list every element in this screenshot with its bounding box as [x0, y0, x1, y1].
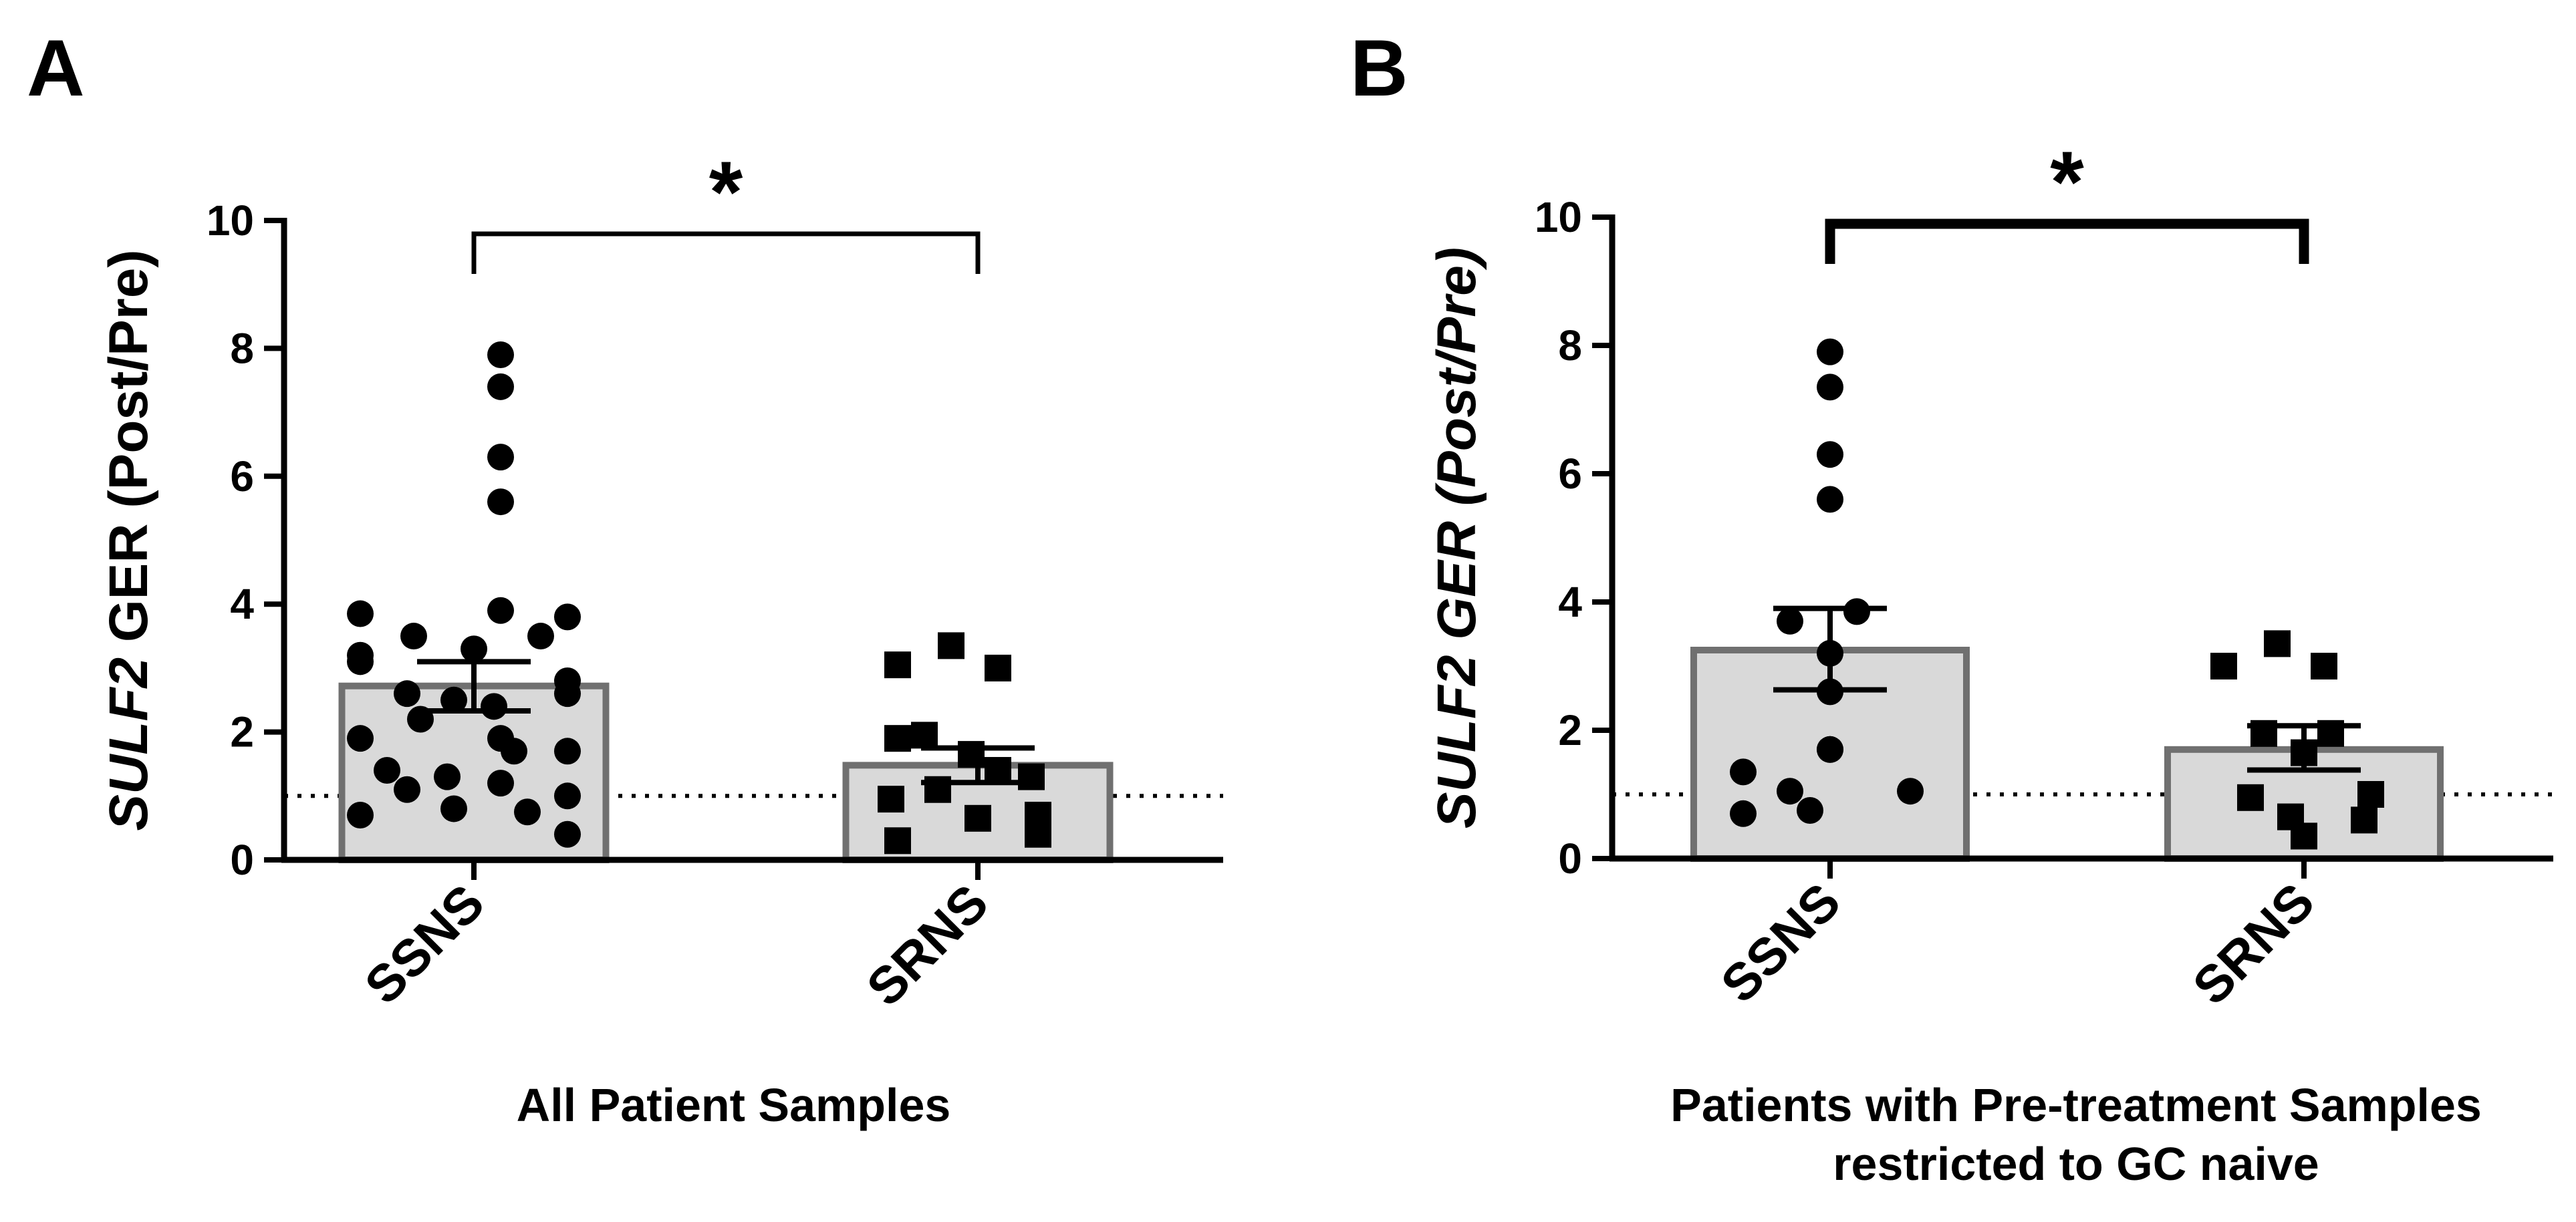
y-tick-label: 10: [1535, 193, 1582, 241]
data-point-ssns: [440, 795, 467, 822]
data-point-ssns: [554, 820, 581, 848]
y-tick-label: 2: [230, 708, 254, 756]
y-tick-label: 10: [207, 196, 254, 245]
y-axis-label-rest: GER (Post/Pre): [1426, 247, 1487, 655]
significance-bracket: [471, 231, 981, 274]
x-tick-label-srns: SRNS: [856, 873, 999, 1017]
x-tick-label-srns: SRNS: [2182, 872, 2325, 1016]
data-point-ssns: [400, 623, 427, 650]
panel-label: A: [27, 23, 85, 113]
data-point-ssns: [514, 798, 541, 826]
data-point-ssns: [434, 763, 461, 790]
x-axis-title: restricted to GC naive: [1833, 1138, 2319, 1190]
y-tick-label: 4: [230, 580, 254, 628]
data-point-srns: [2210, 653, 2237, 679]
y-tick-label: 6: [230, 452, 254, 500]
data-point-srns: [911, 722, 938, 749]
data-point-ssns: [461, 635, 487, 663]
data-point-ssns: [481, 693, 507, 720]
data-point-ssns: [487, 373, 514, 400]
data-point-srns: [2237, 784, 2264, 811]
chart-panel-A: A 0 2 4 6 8 10 SSNS SRNS SULF2 GER (Post/Pre) * All…: [27, 23, 1223, 1131]
y-axis-label: SULF2 GER (Post/Pre): [98, 249, 159, 830]
data-point-ssns: [394, 776, 420, 803]
data-point-ssns: [1843, 598, 1870, 625]
data-point-ssns: [1817, 736, 1843, 763]
y-tick-label: 6: [1558, 450, 1582, 498]
data-point-ssns: [1897, 778, 1924, 805]
y-tick-label: 8: [1558, 321, 1582, 369]
data-point-srns: [1025, 820, 1051, 848]
x-axis-title: Patients with Pre-treatment Samples: [1670, 1079, 2482, 1131]
data-point-srns: [2357, 781, 2384, 808]
significance-marker: *: [2050, 133, 2084, 231]
data-point-ssns: [487, 770, 514, 797]
data-point-srns: [2351, 806, 2377, 834]
y-tick-label: 8: [230, 324, 254, 372]
data-point-ssns: [1777, 607, 1803, 635]
data-point-srns: [2311, 653, 2337, 679]
data-point-ssns: [1817, 338, 1843, 365]
data-point-ssns: [1777, 778, 1803, 805]
data-point-srns: [2264, 630, 2291, 657]
y-tick-label: 0: [230, 836, 254, 884]
data-point-ssns: [487, 597, 514, 624]
y-tick-label: 2: [1558, 706, 1582, 754]
significance-marker: *: [709, 143, 743, 241]
data-point-ssns: [347, 802, 374, 829]
data-point-ssns: [487, 488, 514, 516]
chart-panel-B: B 0 2 4 6 8 10 SSNS SRNS SULF2 GER (Post/Pre) * Pat…: [1350, 23, 2553, 1190]
x-axis-title: All Patient Samples: [517, 1079, 951, 1131]
significance-bracket: [1825, 218, 2309, 264]
data-point-ssns: [1817, 486, 1843, 513]
data-point-ssns: [1797, 797, 1823, 824]
data-point-ssns: [394, 680, 420, 708]
data-point-ssns: [440, 686, 467, 714]
data-point-ssns: [1730, 758, 1757, 786]
data-point-srns: [884, 725, 911, 752]
data-point-srns: [884, 827, 911, 855]
y-axis-label-gene: SULF2: [1426, 655, 1487, 828]
data-point-srns: [964, 804, 991, 832]
data-point-srns: [878, 786, 904, 813]
data-point-srns: [985, 757, 1011, 784]
y-axis-label-gene: SULF2: [98, 657, 159, 831]
x-tick-label-ssns: SSNS: [1710, 872, 1851, 1014]
y-axis-label-rest: GER (Post/Pre): [98, 249, 159, 657]
data-point-ssns: [374, 757, 400, 784]
y-axis-label: SULF2 GER (Post/Pre): [1426, 247, 1487, 828]
data-point-ssns: [554, 667, 581, 695]
data-point-ssns: [501, 738, 527, 765]
data-point-srns: [938, 632, 964, 659]
data-point-ssns: [487, 444, 514, 471]
data-point-ssns: [554, 782, 581, 810]
x-tick-label-ssns: SSNS: [354, 873, 495, 1015]
data-point-ssns: [554, 603, 581, 631]
data-point-ssns: [1817, 441, 1843, 468]
data-point-ssns: [347, 725, 374, 752]
data-point-ssns: [1730, 800, 1757, 827]
y-tick-label: 4: [1558, 578, 1582, 626]
data-point-srns: [884, 651, 911, 679]
y-tick-label: 0: [1558, 834, 1582, 883]
data-point-srns: [1018, 763, 1045, 790]
panel-label: B: [1350, 23, 1408, 113]
data-point-ssns: [347, 600, 374, 627]
data-point-ssns: [1817, 373, 1843, 401]
data-point-ssns: [347, 648, 374, 675]
data-point-ssns: [554, 738, 581, 765]
data-point-ssns: [527, 623, 554, 650]
data-point-srns: [985, 654, 1011, 681]
data-point-srns: [2291, 822, 2317, 850]
data-point-ssns: [487, 341, 514, 368]
